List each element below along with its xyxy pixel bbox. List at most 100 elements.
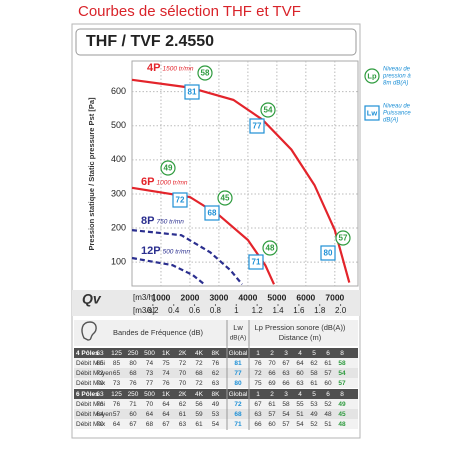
table-header-bg [74,320,358,346]
band-value: 61 [195,421,203,428]
band-value: 75 [162,360,170,367]
y-tick-label: 200 [111,222,126,232]
x-axis-band [72,290,360,316]
lp-value: 67 [254,401,262,408]
curve-speed: 1500 tr/mn [162,66,193,73]
lp-value: 76 [254,360,262,367]
band-value: 85 [113,360,121,367]
band-value: 49 [212,401,220,408]
legend-text: Niveau de [383,67,411,73]
bands-title: Bandes de Fréquence (dB) [113,328,204,337]
band-value: 76 [212,360,220,367]
x-axis-label: Qv [82,291,102,307]
legend-symbol: Lp [367,71,377,80]
band-value: 53 [212,411,220,418]
annotation: 48 [266,244,275,253]
x-tick-label: 7000 [325,292,344,302]
lw-marker [248,254,264,270]
band-value: 62 [212,370,220,377]
band-header: 250 [128,350,139,357]
lp-value: 61 [310,380,318,387]
annotation: 71 [252,258,261,267]
band-value: 64 [113,421,121,428]
curve-speed: 500 tr/mn [163,249,191,256]
lp-title: Lp Pression sonore (dB(A)) [255,323,346,332]
distance-header: 2 [270,391,274,398]
x2-tick-label: 1 [234,306,239,315]
lp-marker [217,190,233,206]
annotation: 45 [221,194,230,203]
x2-tick-label: 0.6 [189,306,201,315]
x-tick-label: 1000 [152,292,171,302]
band-value: 65 [113,370,121,377]
lp-value: 66 [282,380,290,387]
band-value: 56 [195,401,203,408]
lp-marker [335,230,351,246]
curve-speed: 1000 tr/mn [156,180,187,187]
group-name: 4 Pôles [76,350,99,357]
x2-tick-label: 0.4 [168,306,180,315]
lp-value: 57 [268,411,276,418]
lp-value: 54 [338,370,346,377]
lp-value: 61 [324,360,332,367]
lp-value: 58 [338,360,346,367]
lp-value: 60 [324,380,332,387]
curve [131,229,243,286]
lp-value: 51 [296,411,304,418]
distance-header: 2 [270,350,274,357]
lw-value: 72 [234,401,242,408]
y-axis-label: Pression statique / Static pressure Pst … [87,97,96,250]
lw-marker [320,245,336,261]
lp-value: 48 [324,411,332,418]
row-bg [74,368,358,378]
band-value: 61 [179,411,187,418]
x-tick-label: 2000 [180,292,199,302]
lp-value: 72 [254,370,262,377]
legend-text: Niveau de [383,104,411,110]
distance-header: 6 [326,391,330,398]
distance-header: 5 [312,350,316,357]
curve-label: 8P [141,215,154,227]
band-header: 63 [96,391,104,398]
row-label: Débit Max [76,380,106,387]
annotation: 49 [164,164,173,173]
band-header: 1K [162,391,171,398]
global-header: Global [229,391,248,398]
lp-value: 66 [268,370,276,377]
y-tick-label: 600 [111,86,126,96]
lp-value: 52 [310,421,318,428]
band-value: 68 [146,421,154,428]
band-value: 68 [195,370,203,377]
band-value: 77 [146,380,154,387]
band-value: 72 [96,370,104,377]
lw-marker [249,118,265,134]
x2-tick-label: 0.8 [210,306,222,315]
lw-value: 77 [234,370,242,377]
band-header: 4K [195,350,204,357]
band-value: 70 [146,401,154,408]
legend-symbol: Lw [367,108,378,117]
row-label: Débit Max [76,421,106,428]
band-value: 67 [162,421,170,428]
row-bg [74,358,358,368]
legend-text: pression à [382,74,411,80]
lp-value: 57 [338,380,346,387]
band-header: 1K [162,350,171,357]
ear-icon [81,321,97,341]
lw-marker [204,205,220,221]
band-header: 125 [111,350,122,357]
x-tick-label: 3000 [209,292,228,302]
band-header: 2K [179,391,188,398]
curve-label: 4P [147,62,160,74]
x2-tick-label: 1.4 [272,306,284,315]
curve [131,256,206,286]
x2-tick-label: 0.2 [147,306,159,315]
lp-marker [197,65,213,81]
lw-marker [172,192,188,208]
annotation: 57 [339,234,348,243]
band-header: 8K [212,391,221,398]
lp-value: 58 [282,401,290,408]
row-label: Débit Mini [76,360,105,367]
band-value: 74 [162,370,170,377]
